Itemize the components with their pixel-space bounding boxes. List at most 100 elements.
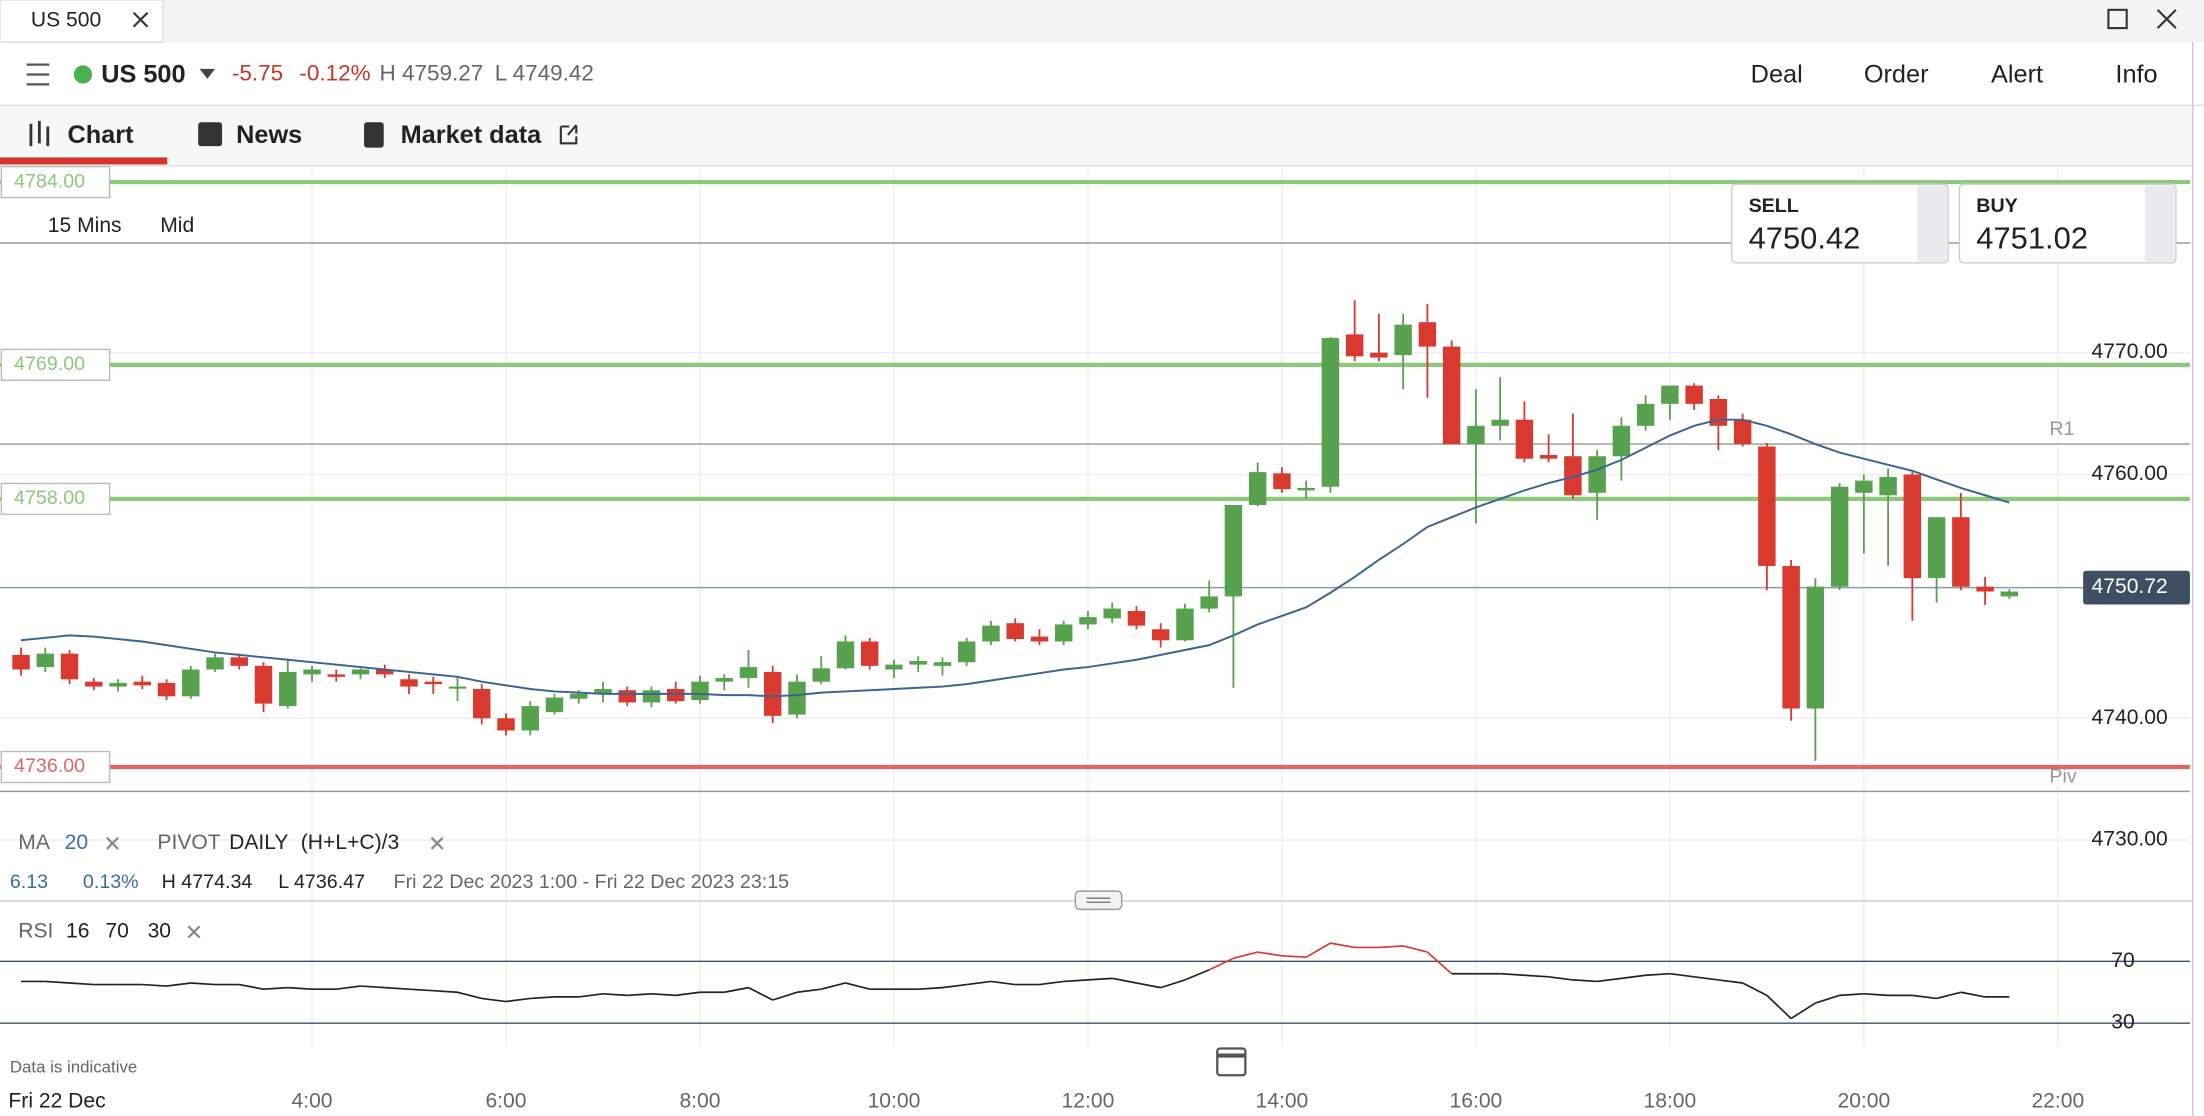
y-tick-label: 4740.00 xyxy=(2092,706,2168,729)
candle-body xyxy=(715,678,733,682)
pivot-period[interactable]: DAILY xyxy=(229,831,288,854)
candle-body xyxy=(1248,472,1267,506)
remove-ma[interactable] xyxy=(106,836,119,850)
rsi-period[interactable]: 16 xyxy=(66,919,89,942)
calendar-icon[interactable] xyxy=(1216,1047,1247,1077)
ma-label: MA xyxy=(18,831,51,854)
rsi-segment xyxy=(1039,980,1064,986)
chart-icon xyxy=(29,120,50,147)
candle-body xyxy=(448,686,467,689)
y-tick-label: 4770.00 xyxy=(2092,340,2168,363)
candle-body xyxy=(763,671,782,716)
timeframe[interactable]: 15 Mins xyxy=(48,214,122,237)
candle-body xyxy=(1176,608,1194,641)
candle-body xyxy=(12,654,30,670)
ma-line xyxy=(20,418,2010,698)
pivot-formula[interactable]: (H+L+C)/3 xyxy=(301,831,399,854)
candle-body xyxy=(836,641,855,669)
action-info[interactable]: Info xyxy=(2115,61,2157,89)
rsi-segment xyxy=(1790,1002,1816,1020)
rsi-segment xyxy=(1815,994,1840,1004)
candle-body xyxy=(1952,517,1970,587)
tab-market-data[interactable]: Market data xyxy=(401,121,543,149)
stat-change-pct: 0.13% xyxy=(83,871,139,893)
window-tab-title: US 500 xyxy=(31,9,101,32)
tab-news[interactable]: News xyxy=(236,121,302,149)
remove-pivot[interactable] xyxy=(430,836,444,850)
rsi-segment xyxy=(651,992,676,997)
action-deal[interactable]: Deal xyxy=(1751,61,1803,89)
sell-button[interactable] xyxy=(1731,183,1949,264)
rsi-segment xyxy=(1184,969,1210,981)
candle-body xyxy=(1903,474,1922,579)
rsi-segment xyxy=(1621,974,1646,980)
candle-body xyxy=(1394,324,1412,356)
x-tick-label: 18:00 xyxy=(1644,1090,1697,1113)
y-tick-label: 4760.00 xyxy=(2092,462,2168,485)
candle-body xyxy=(1782,565,1800,709)
candle-body xyxy=(1636,403,1655,426)
rsi-segment xyxy=(433,989,458,994)
candle-body xyxy=(545,697,564,713)
candle-body xyxy=(1345,334,1364,357)
remove-rsi[interactable] xyxy=(187,925,201,939)
action-alert[interactable]: Alert xyxy=(1991,61,2043,89)
timeframe-button[interactable] xyxy=(30,210,144,242)
rsi-segment xyxy=(190,982,216,986)
tab-bar xyxy=(0,106,2193,166)
candle-body xyxy=(957,641,976,663)
candle-body xyxy=(618,690,636,703)
rsi-segment xyxy=(1766,994,1792,1020)
action-order[interactable]: Order xyxy=(1864,61,1929,89)
x-tick-label: 8:00 xyxy=(679,1090,720,1113)
candle-body xyxy=(1491,419,1509,426)
tab-close[interactable] xyxy=(132,11,149,28)
rsi-segment xyxy=(287,986,313,991)
candle-body xyxy=(109,682,127,687)
candle-body xyxy=(594,689,612,694)
candle-body xyxy=(1515,419,1534,459)
resize-handle[interactable] xyxy=(1074,890,1123,911)
window-close[interactable] xyxy=(2156,9,2177,29)
candle-body xyxy=(1661,385,1679,404)
rsi-segment xyxy=(166,982,191,987)
candle-body xyxy=(1321,338,1340,487)
candle-body xyxy=(860,641,879,666)
pivot-label: R1 xyxy=(2049,418,2074,440)
buy-button[interactable] xyxy=(1958,183,2177,264)
x-tick-label: 10:00 xyxy=(868,1090,921,1113)
candle-body xyxy=(521,706,539,731)
rsi-segment xyxy=(1208,957,1234,971)
candle-body xyxy=(1976,586,1994,592)
rsi-segment xyxy=(845,982,870,990)
buy-label: BUY xyxy=(1976,195,2018,217)
candle-body xyxy=(1006,623,1024,640)
level-label: 4758.00 xyxy=(14,487,85,509)
candle-body xyxy=(1297,487,1315,491)
rsi-segment xyxy=(1330,942,1355,949)
rsi-segment xyxy=(1378,945,1404,949)
price-mode-button[interactable] xyxy=(146,210,214,242)
candle-body xyxy=(1685,385,1703,404)
window-tab[interactable] xyxy=(0,0,164,43)
ma-period[interactable]: 20 xyxy=(65,831,88,854)
candle-body xyxy=(1612,425,1631,457)
rsi-segment xyxy=(796,988,822,994)
rsi-segment xyxy=(1863,992,1889,997)
price-mode[interactable]: Mid xyxy=(160,214,194,237)
candle-body xyxy=(473,689,491,719)
maximize[interactable] xyxy=(2107,8,2128,30)
stat-high: H 4774.34 xyxy=(162,871,253,893)
rsi-segment xyxy=(1281,954,1307,959)
candle-body xyxy=(885,664,903,670)
menu-icon[interactable] xyxy=(26,63,50,86)
rsi-lower[interactable]: 30 xyxy=(148,919,171,942)
candle-body xyxy=(1442,346,1461,445)
tab-chart[interactable]: Chart xyxy=(67,121,134,149)
dropdown-arrow[interactable] xyxy=(199,68,216,79)
rsi-upper[interactable]: 70 xyxy=(105,919,128,942)
level-label-box xyxy=(0,165,111,199)
instrument[interactable]: US 500 xyxy=(101,61,185,89)
rsi-segment xyxy=(408,988,434,992)
rsi-segment xyxy=(1426,951,1453,975)
